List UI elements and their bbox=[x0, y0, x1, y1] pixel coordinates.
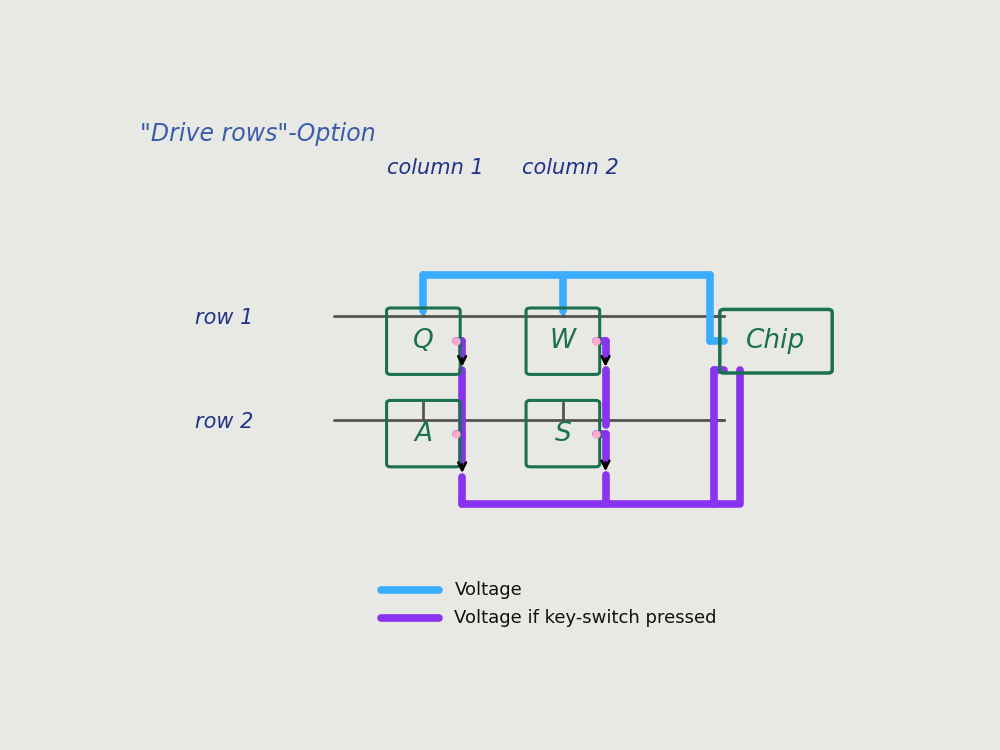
Text: Chip: Chip bbox=[746, 328, 806, 354]
Text: S: S bbox=[554, 421, 571, 446]
Text: Voltage: Voltage bbox=[454, 580, 522, 598]
Text: row 1: row 1 bbox=[195, 308, 253, 328]
Text: Voltage if key-switch pressed: Voltage if key-switch pressed bbox=[454, 610, 717, 628]
Text: A: A bbox=[414, 421, 432, 446]
Text: row 2: row 2 bbox=[195, 412, 253, 432]
Text: column 2: column 2 bbox=[522, 158, 619, 178]
Text: Q: Q bbox=[413, 328, 434, 354]
Text: "Drive rows"-Option: "Drive rows"-Option bbox=[140, 122, 376, 146]
Text: W: W bbox=[550, 328, 576, 354]
Text: column 1: column 1 bbox=[387, 158, 483, 178]
